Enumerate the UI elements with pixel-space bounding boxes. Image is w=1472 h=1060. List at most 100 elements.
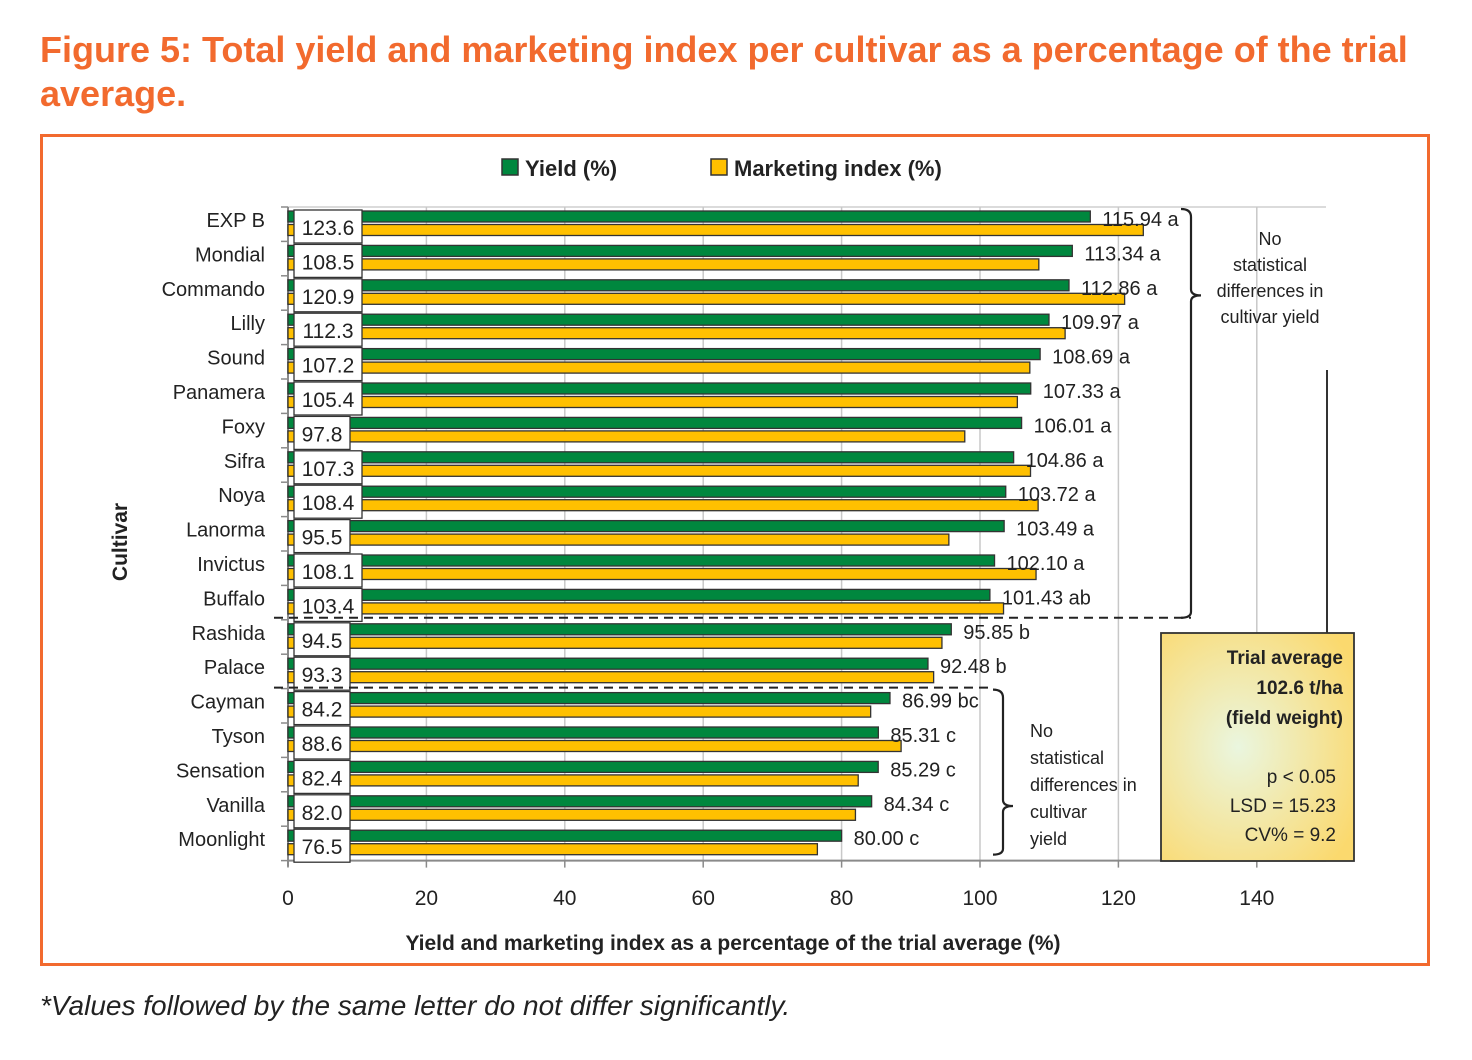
bar-chart: 123.6 108.5 120.9 112.3 107.2 105.4 97.8 107.3 1… [109,156,1355,955]
group-annotation-text: No [1258,229,1281,249]
figure-title: Figure 5: Total yield and marketing inde… [40,29,1408,114]
marketing-label-box [293,381,363,416]
marketing-value-label: 103.4 [302,595,355,618]
yield-value-label: 85.29 c [890,759,956,781]
stats-box-lsd: LSD = 15.23 [1230,796,1336,817]
category-label: Buffalo [203,588,265,610]
category-label: Sound [207,348,265,370]
marketing-label-box [293,209,363,244]
marketing-bar [287,774,859,787]
category-label: Rashida [192,623,266,645]
yield-value-labels: 115.94 a 113.34 a 112.86 a 109.97 a 108.69 a… [854,209,1180,850]
x-tick-label: 20 [415,887,438,910]
stats-box-subtitle: (field weight) [1226,708,1343,729]
category-label: Lanorma [186,520,266,542]
yield-value-label: 86.99 bc [902,691,979,713]
category-label: Vanilla [206,795,265,817]
marketing-value-label: 108.5 [302,251,355,274]
legend-yield-swatch [501,158,519,176]
marketing-bar [287,636,943,649]
marketing-label-box [293,553,363,588]
yield-value-label: 113.34 a [1084,243,1161,265]
yield-bar [287,588,991,602]
yield-bar [287,623,952,636]
category-label: Panamera [173,382,266,404]
yield-value-label: 107.33 a [1043,381,1122,403]
group-annotation-text: No [1030,721,1053,741]
y-axis-title: Cultivar [109,503,132,581]
yield-value-label: 92.48 b [940,656,1007,678]
yield-bar [287,829,843,842]
marketing-label-box [293,312,363,347]
marketing-label-box [293,828,351,863]
category-label: Invictus [197,554,265,576]
marketing-bar [287,602,1005,615]
footnote: *Values followed by the same letter do n… [40,990,791,1021]
yield-bar [287,347,1041,361]
group-annotation-text: differences in [1217,281,1324,301]
x-tick-label: 100 [962,887,997,910]
category-labels: EXP B Mondial Commando Lilly Sound Panamera Fo… [162,210,266,851]
marketing-value-label: 107.3 [302,458,355,481]
marketing-label-box [293,450,363,485]
category-label: Noya [218,485,266,507]
marketing-label-box [293,690,351,726]
marketing-value-label: 84.2 [302,699,343,722]
x-tick-label: 60 [692,887,715,910]
legend-marketing-swatch [710,158,728,176]
stats-box-value: 102.6 t/ha [1256,678,1343,699]
legend: Yield (%) Marketing index (%) [501,156,942,181]
chart-frame: 123.6 108.5 120.9 112.3 107.2 105.4 97.8 107.3 1… [40,134,1430,966]
yield-bar [287,691,891,705]
marketing-label-box [293,794,351,829]
yield-value-label: 115.94 a [1102,209,1179,231]
yield-value-label: 103.72 a [1018,484,1097,506]
yield-bar [287,519,1005,533]
group-annotation-text: statistical [1030,748,1104,768]
marketing-label-box [293,622,351,657]
x-axis-title: Yield and marketing index as a percentag… [405,932,1060,955]
yield-value-label: 108.69 a [1052,347,1131,369]
yield-value-label: 106.01 a [1034,415,1113,437]
yield-value-label: 109.97 a [1061,312,1140,334]
yield-bar [287,313,1050,326]
marketing-value-label: 97.8 [302,423,343,446]
yield-bar [287,657,929,670]
marketing-label-box [293,243,363,279]
marketing-value-label: 123.6 [302,217,355,240]
category-label: Sifra [224,451,266,473]
marketing-label-box [293,725,351,760]
x-tick-label: 120 [1101,887,1136,910]
category-label: Foxy [222,416,265,438]
stats-box-title: Trial average [1227,648,1343,669]
marketing-value-label: 82.0 [302,802,343,825]
marketing-label-box [293,346,363,382]
yield-value-label: 84.34 c [884,794,950,816]
x-tick-label: 80 [830,887,853,910]
yield-value-label: 95.85 b [963,622,1030,644]
group-annotation-text: yield [1030,829,1067,849]
yield-value-label: 112.86 a [1081,278,1158,300]
group-annotation-text: cultivar yield [1220,307,1319,327]
marketing-label-box [293,484,363,519]
marketing-bar [287,292,1126,305]
marketing-value-label: 76.5 [302,836,343,859]
marketing-value-label: 120.9 [302,286,355,309]
yield-bar [287,485,1007,498]
legend-yield-label: Yield (%) [525,156,617,181]
marketing-label-box [293,587,363,623]
marketing-bar [287,739,902,753]
marketing-label-box [293,518,351,554]
yield-value-label: 104.86 a [1026,450,1105,472]
category-label: Sensation [176,760,265,782]
marketing-bar [287,808,857,821]
group-annotation-text: differences in [1030,775,1137,795]
yield-value-label: 80.00 c [854,828,920,850]
stats-box [1160,632,1355,862]
marketing-bar [287,430,966,443]
yield-value-label: 102.10 a [1007,553,1086,575]
yield-value-label: 85.31 c [890,725,956,747]
category-label: Tyson [212,726,265,748]
marketing-bar [287,843,819,856]
x-tick-label: 40 [553,887,576,910]
